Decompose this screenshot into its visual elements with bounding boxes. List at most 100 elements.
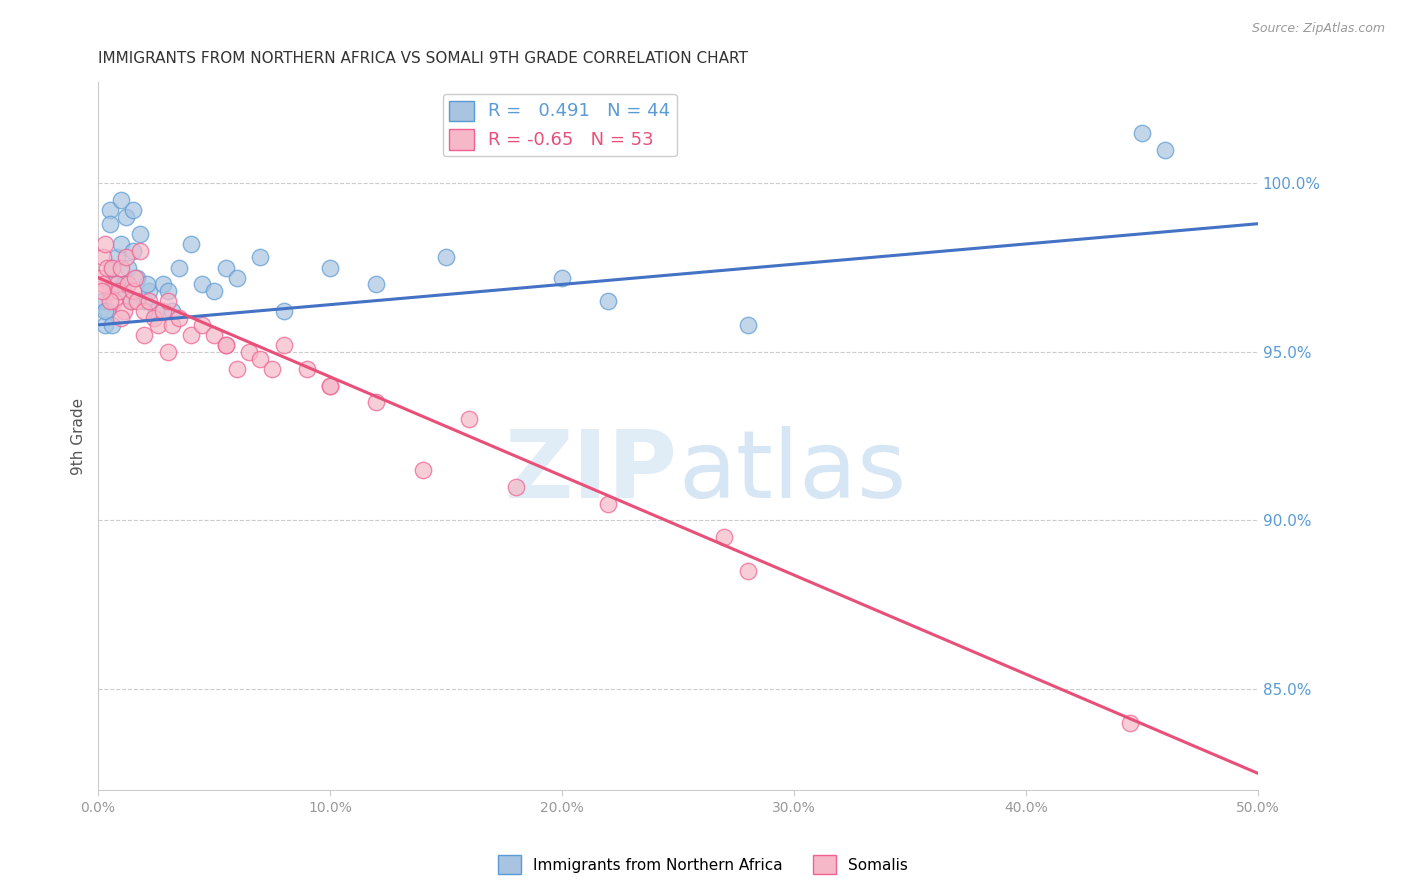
Point	[598, 294, 620, 309]
Point	[319, 260, 342, 275]
Point	[319, 378, 342, 392]
Point	[434, 251, 457, 265]
Point	[180, 328, 202, 343]
Point	[115, 210, 138, 224]
Point	[105, 251, 128, 265]
Point	[90, 284, 112, 298]
Point	[152, 277, 174, 292]
Point	[319, 378, 342, 392]
Point	[366, 277, 388, 292]
Point	[98, 203, 121, 218]
Point	[117, 277, 139, 292]
Point	[127, 294, 149, 309]
Point	[128, 227, 150, 241]
Y-axis label: 9th Grade: 9th Grade	[72, 398, 86, 475]
Point	[134, 294, 156, 309]
Point	[103, 277, 125, 292]
Point	[108, 284, 131, 298]
Point	[214, 338, 236, 352]
Point	[134, 328, 156, 343]
Point	[110, 311, 132, 326]
Point	[138, 284, 160, 298]
Point	[103, 294, 125, 309]
Point	[713, 530, 735, 544]
Point	[226, 361, 249, 376]
Point	[737, 318, 759, 332]
Point	[110, 193, 132, 207]
Point	[1119, 715, 1142, 730]
Point	[142, 311, 165, 326]
Point	[108, 284, 131, 298]
Point	[156, 284, 179, 298]
Point	[110, 260, 132, 275]
Point	[145, 304, 167, 318]
Point	[112, 304, 135, 318]
Point	[89, 270, 111, 285]
Point	[156, 344, 179, 359]
Point	[156, 294, 179, 309]
Point	[273, 304, 295, 318]
Point	[96, 304, 118, 318]
Point	[191, 318, 214, 332]
Point	[127, 270, 149, 285]
Point	[737, 564, 759, 578]
Point	[94, 236, 117, 251]
Point	[167, 260, 190, 275]
Point	[128, 244, 150, 258]
Text: Source: ZipAtlas.com: Source: ZipAtlas.com	[1251, 22, 1385, 36]
Point	[191, 277, 214, 292]
Point	[162, 318, 184, 332]
Point	[98, 294, 121, 309]
Point	[202, 284, 225, 298]
Point	[101, 260, 124, 275]
Text: atlas: atlas	[678, 425, 907, 517]
Point	[101, 260, 124, 275]
Point	[505, 480, 527, 494]
Text: IMMIGRANTS FROM NORTHERN AFRICA VS SOMALI 9TH GRADE CORRELATION CHART: IMMIGRANTS FROM NORTHERN AFRICA VS SOMAL…	[98, 51, 748, 66]
Point	[115, 251, 138, 265]
Point	[551, 270, 574, 285]
Point	[412, 463, 434, 477]
Point	[249, 251, 271, 265]
Point	[134, 304, 156, 318]
Point	[120, 294, 142, 309]
Point	[98, 284, 121, 298]
Point	[94, 318, 117, 332]
Text: ZIP: ZIP	[505, 425, 678, 517]
Point	[105, 277, 128, 292]
Point	[117, 260, 139, 275]
Point	[458, 412, 481, 426]
Point	[96, 260, 118, 275]
Point	[91, 277, 114, 292]
Point	[91, 294, 114, 309]
Point	[249, 351, 271, 366]
Point	[138, 294, 160, 309]
Point	[101, 318, 124, 332]
Point	[167, 311, 190, 326]
Point	[121, 203, 143, 218]
Point	[135, 277, 157, 292]
Point	[202, 328, 225, 343]
Point	[91, 251, 114, 265]
Legend: Immigrants from Northern Africa, Somalis: Immigrants from Northern Africa, Somalis	[492, 849, 914, 880]
Point	[598, 497, 620, 511]
Point	[295, 361, 318, 376]
Point	[238, 344, 260, 359]
Point	[121, 244, 143, 258]
Point	[1130, 126, 1153, 140]
Point	[148, 318, 170, 332]
Point	[162, 304, 184, 318]
Point	[366, 395, 388, 409]
Point	[110, 236, 132, 251]
Point	[121, 284, 143, 298]
Point	[124, 270, 146, 285]
Point	[98, 217, 121, 231]
Point	[94, 304, 117, 318]
Point	[260, 361, 283, 376]
Point	[120, 294, 142, 309]
Point	[152, 304, 174, 318]
Point	[273, 338, 295, 352]
Point	[112, 277, 135, 292]
Point	[214, 338, 236, 352]
Point	[214, 260, 236, 275]
